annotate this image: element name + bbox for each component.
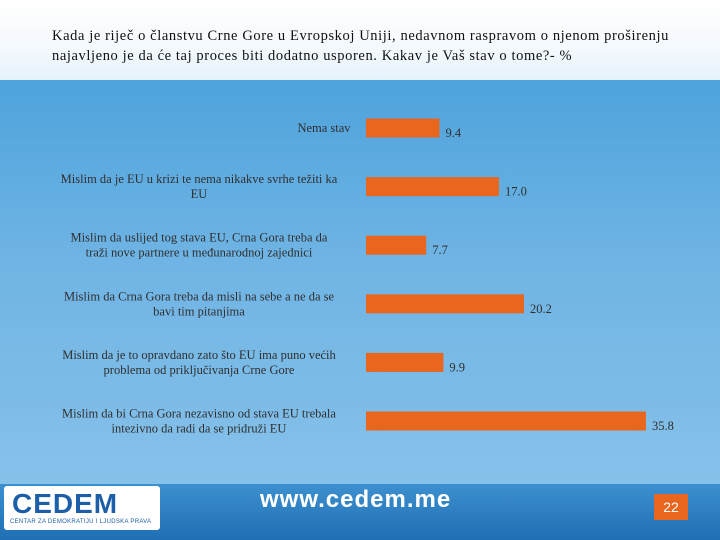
category-label-6: Mislim da bi Crna Gora nezavisno od stav…: [62, 407, 336, 436]
value-label-1: 9.4: [446, 126, 462, 140]
cedem-logo: CEDEM CENTAR ZA DEMOKRATIJU I LJUDSKA PR…: [4, 486, 160, 530]
website-url: www.cedem.me: [260, 486, 452, 513]
value-label-4: 20.2: [530, 302, 552, 316]
bar-3: [366, 235, 427, 255]
category-label-2: Mislim da je EU u krizi te nema nikakve …: [61, 172, 338, 201]
bar-4: [366, 294, 524, 314]
category-label-1: Nema stav: [297, 121, 351, 135]
bar-2: [366, 177, 499, 197]
value-label-5: 9.9: [449, 360, 465, 374]
title-area: Kada je riječ o članstvu Crne Gore u Evr…: [0, 0, 720, 80]
slide-title: Kada je riječ o članstvu Crne Gore u Evr…: [52, 28, 669, 64]
value-label-6: 35.8: [652, 419, 674, 433]
logo-text: CEDEM: [12, 488, 119, 519]
page-number: 22: [654, 494, 688, 520]
bar-5: [366, 352, 444, 372]
value-label-3: 7.7: [432, 243, 448, 257]
category-label-4: Mislim da Crna Gora treba da misli na se…: [64, 289, 335, 318]
value-label-2: 17.0: [505, 185, 527, 199]
category-label-3: Mislim da uslijed tog stava EU, Crna Gor…: [71, 231, 328, 260]
category-label-5: Mislim da je to opravdano zato što EU im…: [62, 348, 336, 377]
bar-6: [366, 411, 646, 431]
bar-1: [366, 118, 440, 138]
logo-subtext: CENTAR ZA DEMOKRATIJU I LJUDSKA PRAVA: [10, 519, 152, 525]
